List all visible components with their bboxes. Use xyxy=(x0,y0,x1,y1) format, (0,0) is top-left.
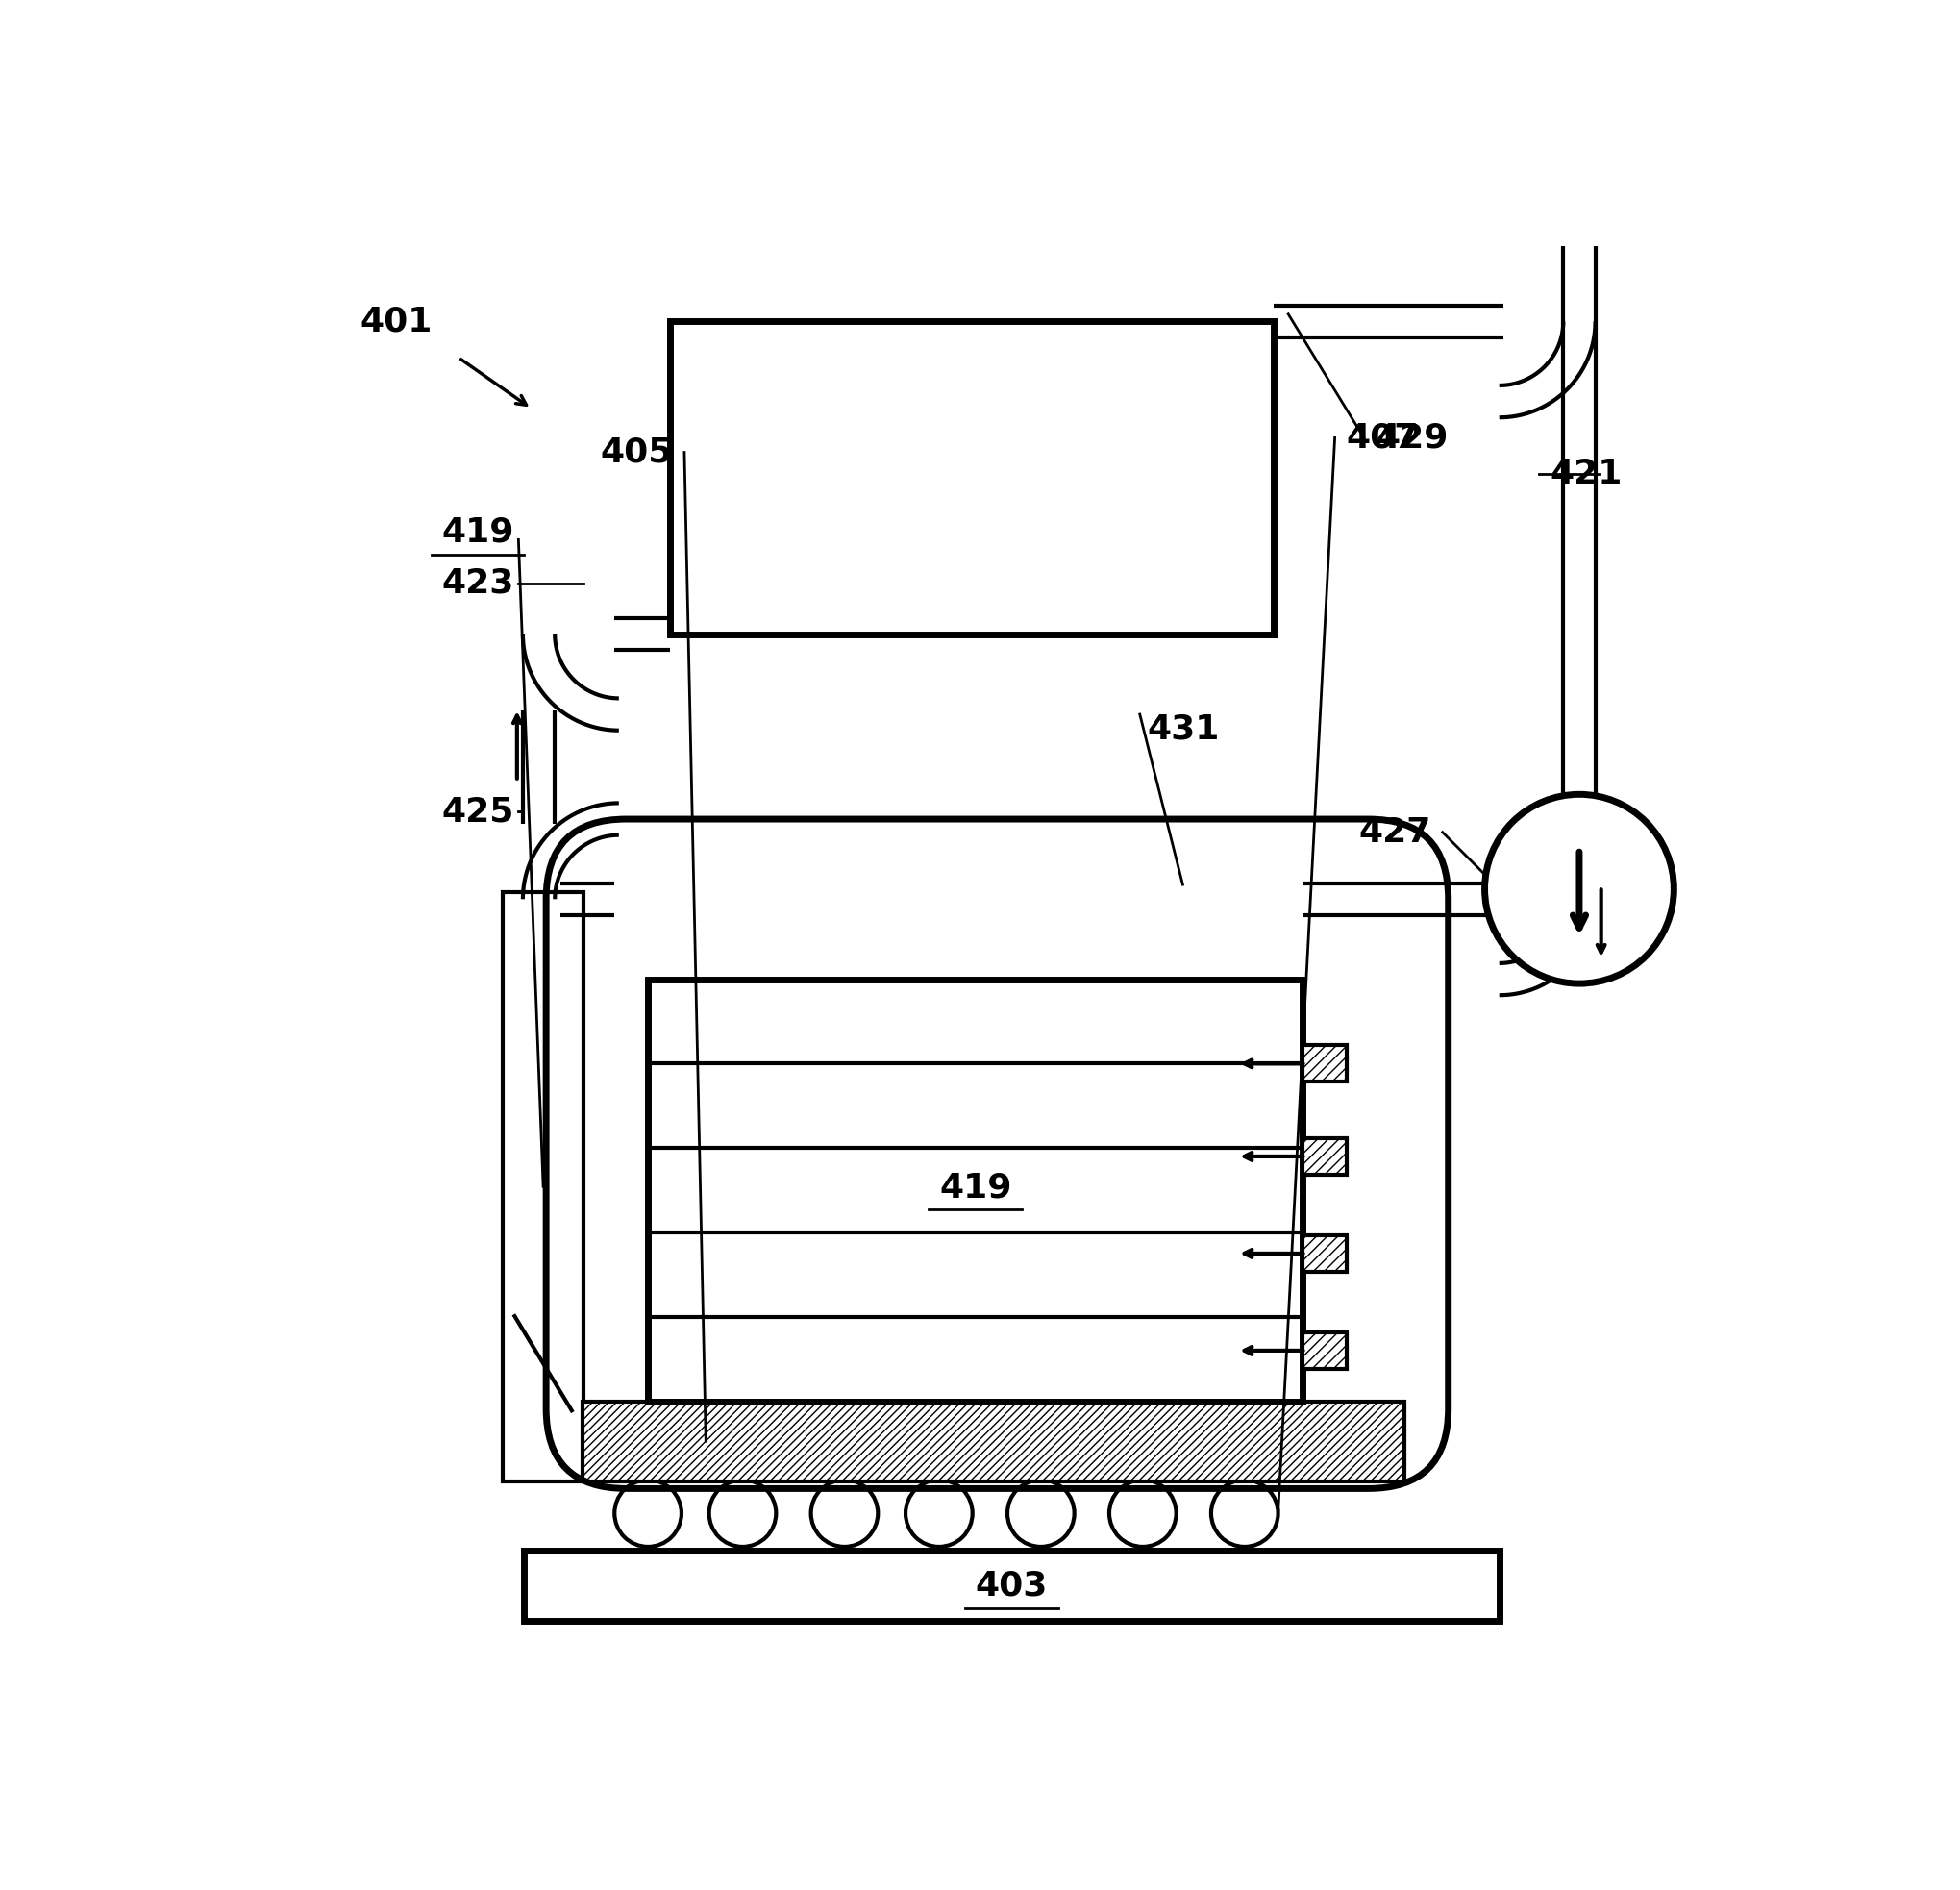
Circle shape xyxy=(811,1480,878,1546)
Text: 419: 419 xyxy=(441,516,514,548)
Circle shape xyxy=(1109,1480,1176,1546)
Text: 423: 423 xyxy=(441,567,514,599)
Bar xyxy=(1303,1045,1347,1081)
Bar xyxy=(523,1552,1499,1622)
Bar xyxy=(1303,1332,1347,1368)
Text: 401: 401 xyxy=(361,304,433,338)
Circle shape xyxy=(615,1480,682,1546)
Circle shape xyxy=(1211,1480,1278,1546)
Text: 403: 403 xyxy=(976,1571,1049,1603)
Text: 431: 431 xyxy=(1147,713,1219,745)
Bar xyxy=(1303,1236,1347,1272)
Text: 421: 421 xyxy=(1550,457,1623,491)
Bar xyxy=(582,1400,1405,1482)
Bar xyxy=(649,979,1303,1400)
Bar xyxy=(670,321,1274,635)
Circle shape xyxy=(1007,1480,1074,1546)
Text: 427: 427 xyxy=(1358,816,1431,849)
Text: 407: 407 xyxy=(1347,421,1419,454)
Bar xyxy=(502,892,584,1482)
Bar xyxy=(1303,1138,1347,1176)
Circle shape xyxy=(1486,794,1674,983)
Circle shape xyxy=(710,1480,776,1546)
Text: 405: 405 xyxy=(600,437,672,469)
Text: 425: 425 xyxy=(441,796,514,828)
Text: 429: 429 xyxy=(1376,421,1448,454)
Text: 419: 419 xyxy=(939,1172,1011,1204)
Circle shape xyxy=(906,1480,972,1546)
